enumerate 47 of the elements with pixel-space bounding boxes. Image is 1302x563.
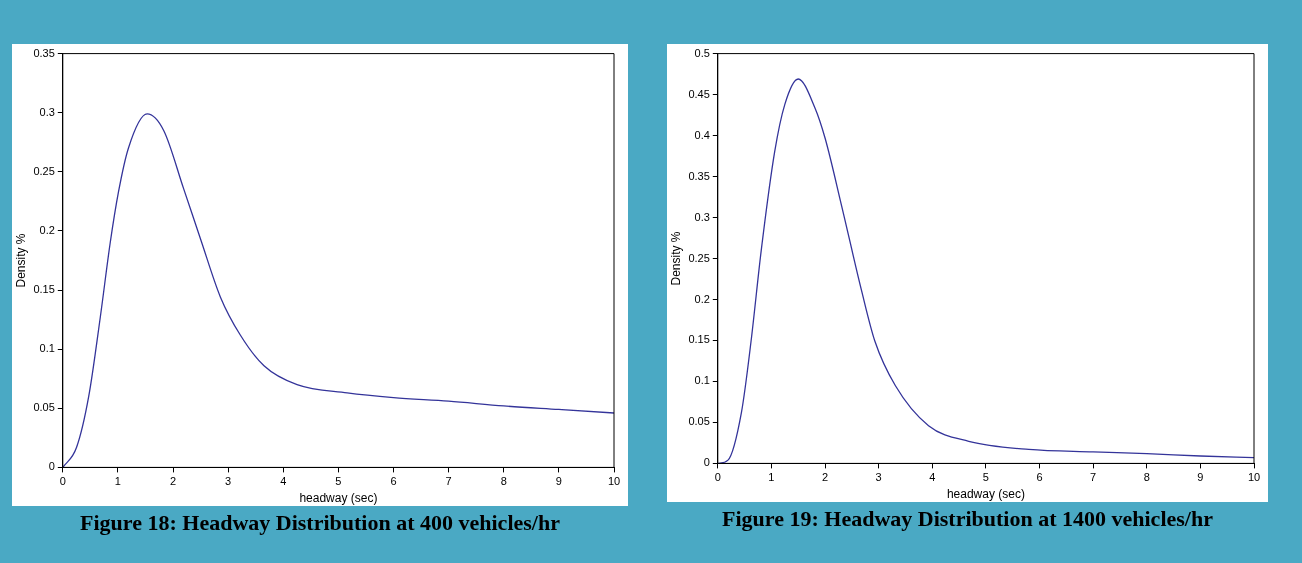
text: Figure 19: Headway Distribution at 1400 vehicles/hr	[721, 506, 1214, 532]
x-tick-label: 5	[335, 475, 342, 488]
y-tick-label: 0.5	[694, 46, 710, 59]
y-tick-label: 0.15	[688, 333, 710, 346]
x-tick-label: 4	[280, 475, 287, 488]
y-tick-label: 0.4	[694, 128, 710, 141]
x-tick-label: 5	[982, 471, 989, 484]
x-tick-label: 0	[714, 471, 721, 484]
y-axis-title: Density %	[13, 233, 28, 288]
x-tick-label: 3	[225, 475, 232, 488]
y-tick-label: 0.15	[33, 283, 55, 296]
y-tick-label: 0.25	[688, 251, 710, 264]
y-tick-label: 0.05	[688, 415, 710, 428]
x-tick-label: 10	[1247, 471, 1261, 484]
x-tick-label: 8	[500, 475, 507, 488]
y-tick-label: 0.3	[694, 210, 710, 223]
x-tick-label: 7	[445, 475, 452, 488]
x-axis-title: headway (sec)	[299, 491, 378, 506]
text: Figure 18: Headway Distribution at 400 vehicles/hr	[79, 510, 561, 536]
x-tick-label: 7	[1090, 471, 1097, 484]
y-tick-label: 0	[48, 460, 55, 473]
y-tick-label: 0.35	[688, 169, 710, 182]
x-tick-label: 0	[59, 475, 66, 488]
x-tick-label: 3	[875, 471, 882, 484]
x-tick-label: 4	[929, 471, 936, 484]
x-tick-label: 10	[607, 475, 621, 488]
x-tick-label: 6	[390, 475, 397, 488]
y-tick-label: 0.35	[33, 46, 55, 59]
x-tick-label: 1	[114, 475, 121, 488]
y-axis-title: Density %	[668, 231, 683, 286]
x-tick-label: 1	[768, 471, 775, 484]
x-tick-label: 9	[1197, 471, 1204, 484]
y-tick-label: 0.1	[39, 342, 55, 355]
y-tick-label: 0.25	[33, 164, 55, 177]
y-tick-label: 0.05	[33, 401, 55, 414]
y-tick-label: 0.1	[694, 374, 710, 387]
y-tick-label: 0	[703, 456, 710, 469]
x-tick-label: 6	[1036, 471, 1043, 484]
x-tick-label: 2	[169, 475, 177, 488]
x-axis-title: headway (sec)	[946, 487, 1025, 502]
y-tick-label: 0.3	[39, 105, 55, 118]
y-tick-label: 0.45	[688, 87, 710, 100]
y-tick-label: 0.2	[39, 223, 55, 236]
y-tick-label: 0.2	[694, 292, 710, 305]
x-tick-label: 2	[821, 471, 829, 484]
x-tick-label: 9	[555, 475, 562, 488]
x-tick-label: 8	[1143, 471, 1150, 484]
